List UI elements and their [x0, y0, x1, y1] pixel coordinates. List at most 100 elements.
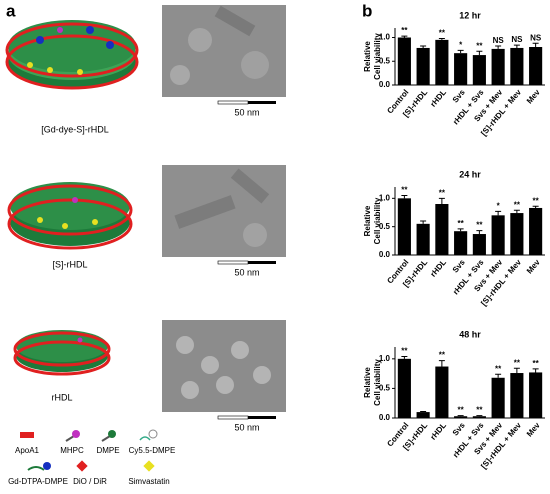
bar — [454, 53, 468, 85]
significance-label: ** — [514, 358, 521, 367]
scale-label: 50 nm — [234, 267, 259, 277]
bar — [435, 204, 449, 255]
y-axis-label: Cell viability — [373, 197, 382, 244]
particle-label: [S]-rHDL — [52, 259, 87, 269]
significance-label: NS — [530, 33, 542, 42]
significance-label: NS — [493, 36, 505, 45]
scale-label: 50 nm — [234, 422, 259, 432]
legend-label: Cy5.5-DMPE — [129, 446, 176, 455]
bar — [510, 213, 524, 255]
legend-label: DiO / DiR — [73, 477, 107, 486]
significance-label: ** — [458, 406, 465, 415]
significance-label: ** — [514, 200, 521, 209]
bar — [510, 373, 524, 418]
error-bar — [476, 230, 483, 235]
bar — [472, 416, 486, 418]
error-bar — [532, 205, 539, 208]
bar — [435, 366, 449, 418]
y-tick-label: 1.0 — [379, 354, 391, 363]
y-tick-label: 0.0 — [379, 250, 391, 259]
x-tick-label: Mev — [525, 257, 542, 275]
significance-label: ** — [401, 26, 408, 35]
tem-image — [162, 320, 286, 412]
y-tick-label: 0.0 — [379, 80, 391, 89]
bar — [472, 55, 486, 85]
y-tick-label: 0.5 — [379, 222, 391, 231]
bar — [397, 358, 411, 418]
significance-label: ** — [533, 196, 540, 205]
bar — [491, 215, 505, 255]
bar — [491, 48, 505, 85]
panel-letter: a — [6, 1, 16, 20]
y-axis-label: Cell viability — [373, 359, 382, 406]
bar — [491, 377, 505, 418]
legend-label: ApoA1 — [15, 446, 40, 455]
bar — [529, 372, 543, 418]
bar — [529, 47, 543, 85]
error-bar — [438, 37, 445, 40]
significance-label: ** — [439, 29, 446, 38]
significance-label: NS — [511, 35, 523, 44]
bar — [472, 234, 486, 255]
significance-label: ** — [439, 188, 446, 197]
error-bar — [438, 360, 445, 367]
error-bar — [532, 368, 539, 373]
x-tick-label: Svs — [451, 257, 467, 274]
significance-label: ** — [476, 221, 483, 230]
error-bar — [401, 355, 408, 359]
significance-label: ** — [401, 186, 408, 195]
x-tick-label: rHDL — [429, 258, 449, 279]
bar — [510, 47, 524, 85]
significance-label: ** — [495, 364, 502, 373]
error-bar — [457, 49, 464, 54]
error-bar — [420, 220, 427, 224]
y-tick-label: 0.0 — [379, 413, 391, 422]
chart-title: 24 hr — [459, 169, 481, 179]
bar — [416, 223, 430, 255]
y-axis-label: Relative — [363, 367, 372, 398]
significance-label: ** — [401, 347, 408, 356]
error-bar — [495, 210, 502, 216]
y-axis-label: Relative — [363, 41, 372, 72]
error-bar — [457, 415, 464, 417]
x-tick-label: Svs — [451, 87, 467, 104]
y-axis-label: Cell viability — [373, 33, 382, 80]
panel-letter: b — [362, 1, 372, 20]
y-tick-label: 0.5 — [379, 384, 391, 393]
particle-illustration — [7, 182, 133, 250]
legend-label: Simvastatin — [128, 477, 169, 486]
particle-label: rHDL — [51, 392, 72, 402]
error-bar — [457, 228, 464, 232]
legend-label: DMPE — [96, 446, 119, 455]
error-bar — [513, 367, 520, 374]
error-bar — [476, 415, 483, 417]
error-bar — [513, 209, 520, 214]
significance-label: ** — [533, 359, 540, 368]
x-tick-label: Mev — [525, 420, 542, 438]
x-tick-label: Mev — [525, 87, 542, 105]
bar — [416, 412, 430, 418]
significance-label: ** — [439, 351, 446, 360]
legend-label: MHPC — [60, 446, 84, 455]
scale-bar — [217, 100, 276, 420]
particle-illustration — [13, 330, 111, 376]
y-tick-label: 1.0 — [379, 193, 391, 202]
error-bar — [401, 35, 408, 38]
x-tick-label: Svs — [451, 420, 467, 437]
particle-label: [Gd-dye-S]-rHDL — [41, 124, 109, 134]
chart-title: 12 hr — [459, 10, 481, 20]
significance-label: ** — [458, 219, 465, 228]
significance-label: * — [459, 40, 463, 49]
significance-label: * — [497, 201, 501, 210]
error-bar — [420, 410, 427, 413]
bar — [454, 416, 468, 418]
error-bar — [420, 45, 427, 48]
error-bar — [401, 195, 408, 199]
significance-label: ** — [476, 406, 483, 415]
significance-label: ** — [476, 41, 483, 50]
error-bar — [513, 44, 520, 48]
bar — [397, 198, 411, 255]
error-bar — [495, 373, 502, 378]
bar — [416, 47, 430, 85]
